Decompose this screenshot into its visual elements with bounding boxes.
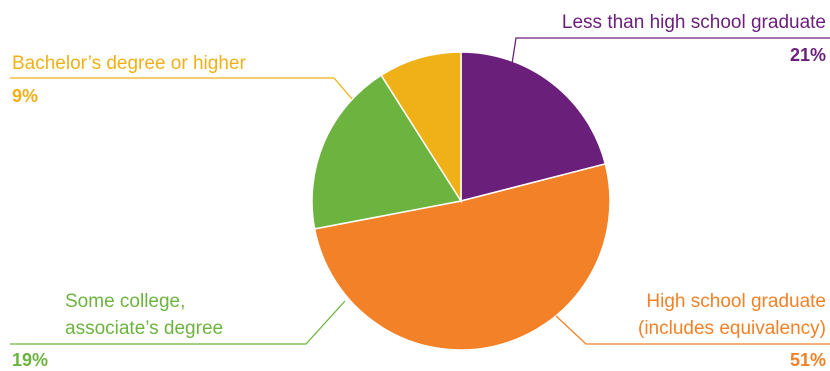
label-some-college-line1: Some college,: [65, 291, 185, 312]
leader-line-some-college: [10, 300, 346, 345]
value-some-college: 19%: [12, 350, 48, 370]
slice-some-college: [311, 74, 463, 230]
label-hs-grad-line1: High school graduate: [646, 291, 826, 312]
slice-less-than-hs: [460, 51, 607, 202]
value-bachelors: 9%: [12, 86, 38, 106]
label-some-college-line2: associate’s degree: [65, 318, 223, 339]
label-hs-grad-line2: (includes equivalency): [638, 318, 826, 339]
label-bachelors: Bachelor’s degree or higher: [12, 53, 246, 74]
value-hs-grad: 51%: [790, 350, 826, 370]
label-less-than-hs: Less than high school graduate: [562, 12, 826, 33]
value-less-than-hs: 21%: [790, 45, 826, 65]
slice-hs-grad: [313, 163, 611, 351]
leader-line-hs-grad: [555, 315, 830, 345]
slice-bachelors: [380, 51, 462, 204]
leader-line-less-than-hs: [511, 37, 830, 65]
leader-line-bachelors: [10, 77, 353, 100]
